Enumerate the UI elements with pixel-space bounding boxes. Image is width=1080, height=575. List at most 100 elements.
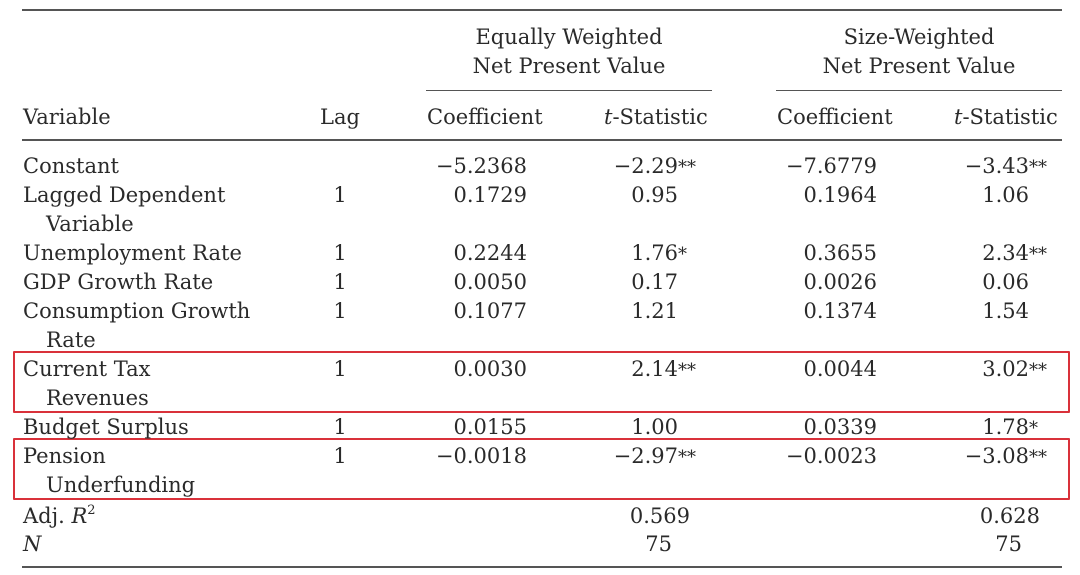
tstat-italic-t: t bbox=[604, 105, 613, 129]
size-group-header-line1: Size-Weighted bbox=[843, 25, 995, 49]
tstat-value: 1.78 bbox=[982, 415, 1029, 439]
tstat-value: 0.95 bbox=[631, 183, 678, 207]
tstat-value: 1.00 bbox=[631, 415, 678, 439]
tstat-value: −3.08 bbox=[964, 444, 1029, 468]
row-sz-coefficient: 0.0026 bbox=[803, 270, 877, 294]
significance-stars: ** bbox=[1029, 244, 1047, 265]
top-rule bbox=[22, 9, 1062, 11]
row-sz-tstat: 0.06 bbox=[982, 268, 1029, 298]
row-variable-name: Variable bbox=[46, 212, 134, 236]
adj-r2-label-sup: 2 bbox=[87, 503, 96, 518]
tstat-suffix: -Statistic bbox=[612, 105, 708, 129]
significance-stars: ** bbox=[1029, 447, 1047, 468]
row-eq-coefficient: 0.0050 bbox=[453, 270, 527, 294]
row-sz-tstat: 3.02** bbox=[982, 355, 1047, 385]
bottom-rule bbox=[22, 566, 1062, 568]
size-group-rule bbox=[776, 90, 1062, 91]
n-label: N bbox=[23, 532, 42, 556]
significance-stars: ** bbox=[678, 447, 696, 468]
col-header-eq-coefficient: Coefficient bbox=[427, 105, 543, 129]
row-eq-tstat: −2.29** bbox=[614, 152, 696, 182]
equal-group-rule bbox=[426, 90, 712, 91]
row-sz-tstat: 1.06 bbox=[982, 181, 1029, 211]
row-variable-name: Unemployment Rate bbox=[23, 241, 242, 265]
row-eq-tstat: 1.21 bbox=[631, 297, 678, 327]
row-eq-tstat: 1.76* bbox=[631, 239, 687, 269]
row-eq-coefficient: 0.0155 bbox=[453, 415, 527, 439]
row-variable-name: GDP Growth Rate bbox=[23, 270, 214, 294]
row-variable-name: Constant bbox=[23, 154, 119, 178]
row-eq-tstat: 2.14** bbox=[631, 355, 696, 385]
row-sz-coefficient: 0.3655 bbox=[803, 241, 877, 265]
row-variable-name: Rate bbox=[46, 328, 96, 352]
significance-stars: ** bbox=[678, 360, 696, 381]
equal-group-header-line1: Equally Weighted bbox=[475, 25, 663, 49]
tstat-value: 1.76 bbox=[631, 241, 678, 265]
size-group-header-line2: Net Present Value bbox=[822, 54, 1016, 78]
row-lag: 1 bbox=[333, 299, 347, 323]
tstat-value: 2.34 bbox=[982, 241, 1029, 265]
row-eq-coefficient: 0.0030 bbox=[453, 357, 527, 381]
tstat-italic-t: t bbox=[954, 105, 963, 129]
n-eq: 75 bbox=[645, 532, 672, 556]
row-sz-tstat: 2.34** bbox=[982, 239, 1047, 269]
row-lag: 1 bbox=[333, 415, 347, 439]
header-rule bbox=[22, 139, 1062, 141]
row-variable-name: Underfunding bbox=[46, 473, 196, 497]
col-header-variable: Variable bbox=[23, 105, 111, 129]
tstat-value: −2.97 bbox=[613, 444, 678, 468]
row-variable-name: Lagged Dependent bbox=[23, 183, 226, 207]
tstat-suffix: -Statistic bbox=[962, 105, 1058, 129]
row-eq-coefficient: −5.2368 bbox=[435, 154, 527, 178]
tstat-value: 1.06 bbox=[982, 183, 1029, 207]
row-eq-tstat: 1.00 bbox=[631, 413, 678, 443]
row-sz-tstat: −3.08** bbox=[965, 442, 1047, 472]
significance-stars: ** bbox=[678, 157, 696, 178]
row-sz-coefficient: 0.0044 bbox=[803, 357, 877, 381]
tstat-value: 3.02 bbox=[982, 357, 1029, 381]
row-eq-coefficient: 0.2244 bbox=[453, 241, 527, 265]
tstat-value: −2.29 bbox=[613, 154, 678, 178]
row-eq-tstat: −2.97** bbox=[614, 442, 696, 472]
significance-stars: * bbox=[1029, 418, 1038, 439]
row-eq-coefficient: −0.0018 bbox=[435, 444, 527, 468]
row-sz-coefficient: −0.0023 bbox=[785, 444, 877, 468]
tstat-value: −3.43 bbox=[964, 154, 1029, 178]
adj-r2-label-text: Adj. bbox=[23, 504, 72, 528]
row-lag: 1 bbox=[333, 357, 347, 381]
tstat-value: 1.54 bbox=[982, 299, 1029, 323]
n-sz: 75 bbox=[995, 532, 1022, 556]
adj-r2-label: Adj. R2 bbox=[23, 502, 96, 531]
row-sz-tstat: −3.43** bbox=[965, 152, 1047, 182]
significance-stars: ** bbox=[1029, 157, 1047, 178]
row-sz-coefficient: 0.1964 bbox=[803, 183, 877, 207]
row-eq-coefficient: 0.1077 bbox=[453, 299, 527, 323]
highlight-box-current-tax bbox=[13, 351, 1070, 413]
adj-r2-sz: 0.628 bbox=[979, 504, 1040, 528]
col-header-sz-tstat: t-Statistic bbox=[954, 103, 1058, 132]
row-variable-name: Current Tax bbox=[23, 357, 151, 381]
adj-r2-label-r: R bbox=[71, 504, 88, 528]
tstat-value: 0.06 bbox=[982, 270, 1029, 294]
row-sz-coefficient: 0.0339 bbox=[803, 415, 877, 439]
row-lag: 1 bbox=[333, 241, 347, 265]
row-variable-name: Consumption Growth bbox=[23, 299, 251, 323]
col-header-eq-tstat: t-Statistic bbox=[604, 103, 708, 132]
row-variable-name: Revenues bbox=[46, 386, 149, 410]
row-lag: 1 bbox=[333, 270, 347, 294]
significance-stars: ** bbox=[1029, 360, 1047, 381]
row-variable-name: Pension bbox=[23, 444, 106, 468]
row-sz-coefficient: 0.1374 bbox=[803, 299, 877, 323]
row-eq-tstat: 0.17 bbox=[631, 268, 678, 298]
row-sz-tstat: 1.78* bbox=[982, 413, 1038, 443]
col-header-sz-coefficient: Coefficient bbox=[777, 105, 893, 129]
row-lag: 1 bbox=[333, 183, 347, 207]
adj-r2-eq: 0.569 bbox=[629, 504, 690, 528]
row-eq-tstat: 0.95 bbox=[631, 181, 678, 211]
tstat-value: 2.14 bbox=[631, 357, 678, 381]
tstat-value: 1.21 bbox=[631, 299, 678, 323]
row-sz-tstat: 1.54 bbox=[982, 297, 1029, 327]
significance-stars: * bbox=[678, 244, 687, 265]
col-header-lag: Lag bbox=[320, 105, 360, 129]
row-variable-name: Budget Surplus bbox=[23, 415, 189, 439]
